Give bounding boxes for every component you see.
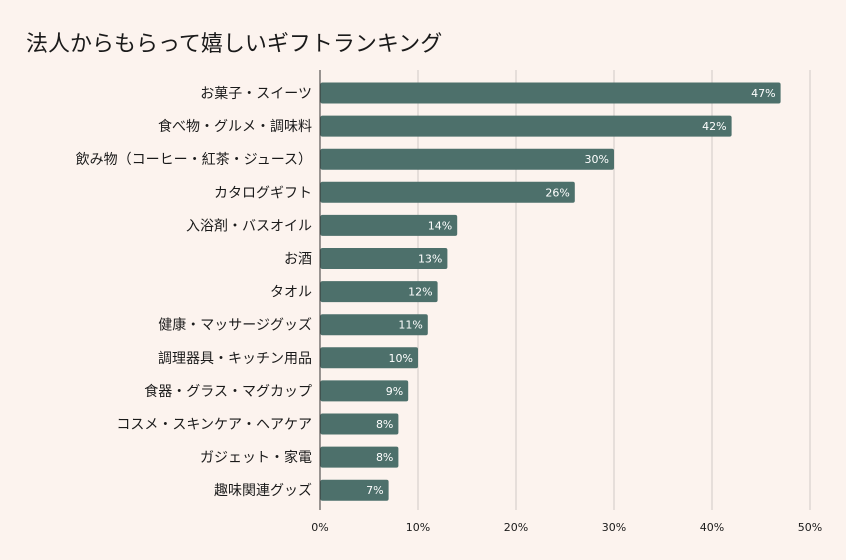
category-label: タオル [270,285,312,301]
bar [320,479,389,501]
bar [320,82,781,104]
bar [320,413,399,435]
bar [320,248,448,269]
bar [320,115,732,137]
x-axis-ticks: 0% 10% 20% 30% 40% 50% [311,521,822,534]
bar-value-label: 26% [545,186,569,199]
bar [320,281,438,303]
bar [320,148,614,170]
x-tick-label: 0% [311,521,328,534]
category-label: 入浴剤・バスオイル [186,218,312,234]
category-label: カタログギフト [214,185,312,201]
category-label: お菓子・スイーツ [200,86,312,102]
bar-value-label: 42% [702,120,726,133]
bar [320,314,428,336]
x-tick-label: 50% [798,521,822,534]
bar [320,214,458,236]
bar-value-label: 10% [389,352,413,365]
bar-value-label: 47% [751,87,775,100]
category-label: 健康・マッサージグッズ [158,317,312,334]
category-label: 飲み物（コーヒー・紅茶・ジュース） [76,152,312,168]
bar-value-label: 11% [398,319,422,332]
bar [320,446,399,468]
chart-title: 法人からもらって嬉しいギフトランキング [26,32,443,57]
bar [320,181,575,203]
bar-value-label: 7% [366,484,383,497]
category-label: コスメ・スキンケア・ヘアケア [116,417,312,433]
bars: 47% 42% 30% 26% 14% 13% 12% 11% 10% 9% 8% 8% 7% [320,82,781,501]
bar-value-label: 14% [428,219,452,232]
bar-value-label: 30% [585,153,609,166]
category-label: お酒 [284,252,312,268]
bar-value-label: 8% [376,451,393,464]
bar-value-label: 12% [408,286,432,299]
bar-value-label: 13% [418,253,442,266]
bar-value-label: 9% [386,385,403,398]
category-label: 趣味関連グッズ [214,483,312,499]
category-label: 食べ物・グルメ・調味料 [158,118,312,135]
x-tick-label: 40% [700,521,724,534]
x-tick-label: 30% [602,521,626,534]
category-label: 調理器具・キッチン用品 [158,351,312,367]
bar [320,380,409,402]
bar [320,347,418,369]
category-label: ガジェット・家電 [200,449,312,466]
bar-value-label: 8% [376,418,393,431]
x-tick-label: 10% [406,521,430,534]
x-tick-label: 20% [504,521,528,534]
category-label: 食器・グラス・マグカップ [144,383,312,400]
